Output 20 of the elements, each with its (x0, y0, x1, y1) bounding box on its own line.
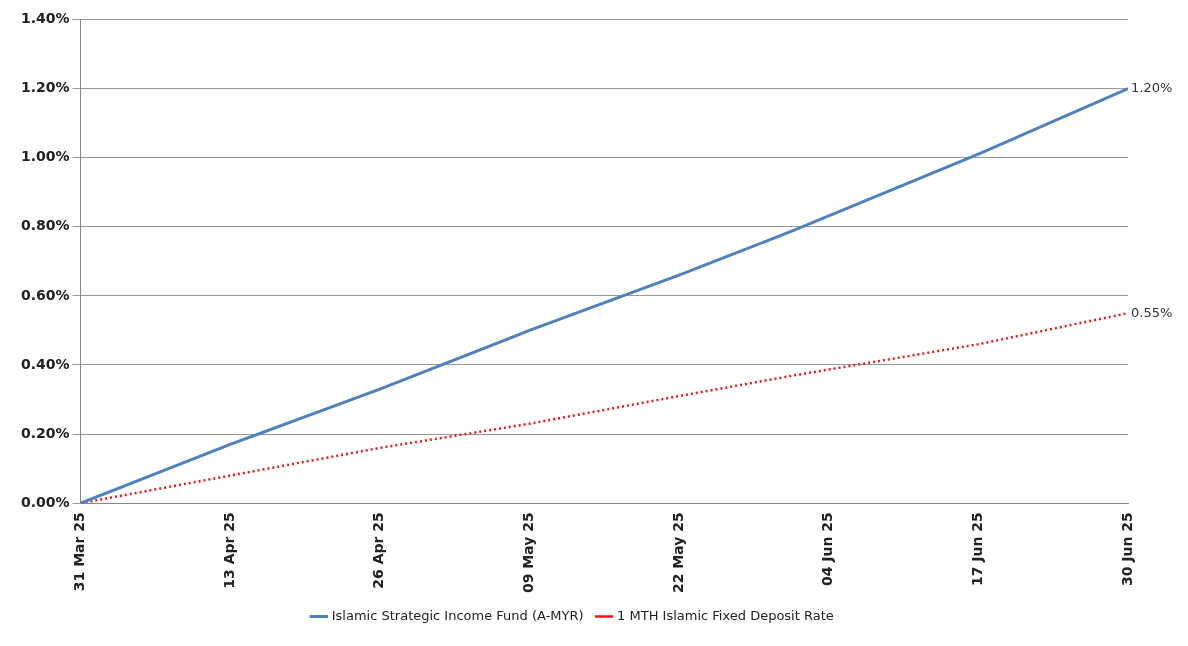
data-label: 0.55% (1131, 304, 1173, 320)
x-tick-label: 04 Jun 25 (819, 512, 836, 587)
y-tick-label: 1.20% (20, 79, 70, 96)
x-tick-label: 22 May 25 (669, 512, 686, 594)
y-tick-label: 1.40% (20, 10, 70, 27)
x-tick-label: 26 Apr 25 (370, 512, 387, 589)
x-tick-label: 31 Mar 25 (71, 512, 88, 592)
x-tick-label: 17 Jun 25 (969, 512, 986, 587)
y-tick-label: 0.40% (20, 355, 70, 372)
y-tick-label: 0.80% (20, 217, 70, 234)
x-tick-label: 13 Apr 25 (220, 512, 237, 589)
y-tick-label: 0.00% (20, 493, 70, 510)
legend-label: 1 MTH Islamic Fixed Deposit Rate (617, 607, 834, 623)
y-tick-label: 0.20% (20, 424, 70, 441)
y-tick-label: 0.60% (20, 286, 70, 303)
legend-label: Islamic Strategic Income Fund (A-MYR) (331, 607, 584, 623)
x-tick-label: 30 Jun 25 (1118, 512, 1135, 587)
data-label: 1.20% (1131, 79, 1173, 95)
x-tick-label: 09 May 25 (520, 512, 537, 594)
y-tick-label: 1.00% (20, 148, 70, 165)
